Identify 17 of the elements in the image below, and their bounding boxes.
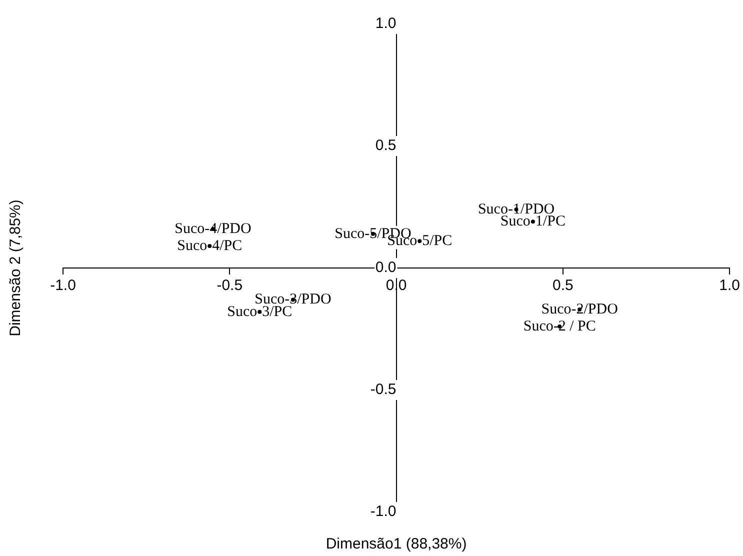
data-label: Suco-4/PDO xyxy=(174,220,252,237)
x-tick-label: 1.0 xyxy=(719,277,740,294)
x-tick-label: -0.5 xyxy=(216,277,243,294)
data-label: Suco-2 / PC xyxy=(523,318,596,334)
y-tick-label: -1.0 xyxy=(370,503,396,520)
data-label: Suco-4/PC xyxy=(177,238,242,254)
x-tick-label: 0.5 xyxy=(552,277,574,294)
y-tick-label: 0.0 xyxy=(375,259,396,276)
y-tick-label: 0.5 xyxy=(375,137,396,154)
y-tick-label: 1.0 xyxy=(375,15,396,32)
x-axis-title: Dimensão1 (88,38%) xyxy=(326,536,467,553)
data-label: Suco-2/PDO xyxy=(541,301,618,318)
y-axis-title: Dimensão 2 (7,85%) xyxy=(7,200,24,336)
x-tick-label: -1.0 xyxy=(50,277,76,294)
data-label: Suco-3/PC xyxy=(227,304,292,320)
y-tick-label: -0.5 xyxy=(370,381,396,398)
data-label: Suco-1/PC xyxy=(500,214,566,230)
